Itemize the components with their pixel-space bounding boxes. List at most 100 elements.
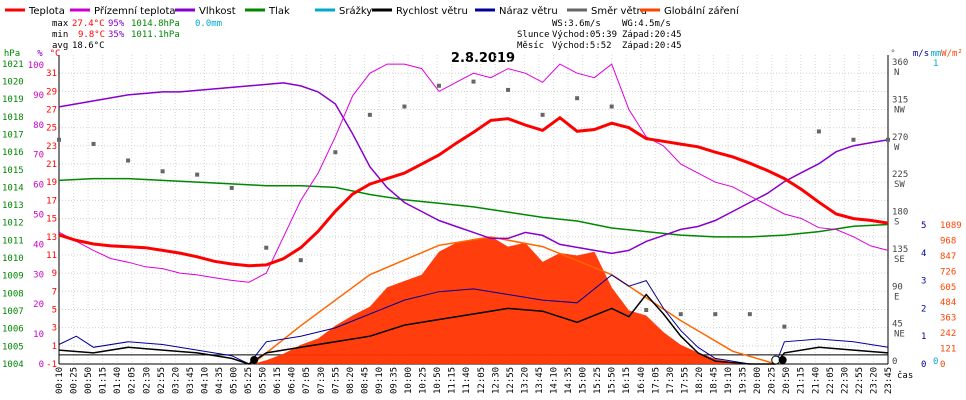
celsius-tick: 5 xyxy=(52,305,57,315)
time-tick: 08:20 xyxy=(346,367,356,394)
time-tick: 11:15 xyxy=(448,367,458,394)
time-tick: 22:55 xyxy=(855,367,865,394)
legend-label: Rychlost větru xyxy=(396,5,468,17)
ms-tick: 1 xyxy=(921,332,926,342)
direction-name: SW xyxy=(894,180,905,190)
min-label: min xyxy=(52,30,68,40)
legend-label: Tlak xyxy=(268,6,290,17)
celsius-tick: 13 xyxy=(46,233,57,243)
time-tick: 14:35 xyxy=(564,367,574,394)
wm-tick: 1089 xyxy=(940,221,962,231)
time-tick: 04:10 xyxy=(200,367,210,394)
time-tick: 20:00 xyxy=(753,367,763,394)
time-tick: 09:35 xyxy=(390,367,400,394)
axes: hPa% °C ° m/s mm W/m²102110201019101810171016… xyxy=(2,49,963,394)
celsius-tick: 1 xyxy=(52,342,57,352)
hpa-tick: 1008 xyxy=(2,289,24,299)
moon-label: Měsíc xyxy=(517,41,544,51)
time-tick: 12:05 xyxy=(477,367,487,394)
hpa-tick: 1017 xyxy=(2,130,24,140)
time-tick: 02:55 xyxy=(157,367,167,394)
max-temp: 27.4°C xyxy=(72,19,105,29)
hpa-tick: 1006 xyxy=(2,325,24,335)
max-hum: 95% xyxy=(108,19,125,29)
time-tick: 19:35 xyxy=(739,367,749,394)
time-tick: 00:10 xyxy=(55,367,65,394)
wm-tick: 363 xyxy=(940,314,956,324)
wind-direction-point xyxy=(540,112,545,117)
time-tick: 18:45 xyxy=(709,367,719,394)
pct-tick: 40 xyxy=(33,240,44,250)
time-tick: 02:05 xyxy=(128,367,138,394)
time-tick: 00:50 xyxy=(84,367,94,394)
wind-direction-point xyxy=(367,112,372,117)
legend-label: Srážky xyxy=(339,5,372,17)
celsius-tick: 3 xyxy=(52,324,57,334)
ws-value: WS:3.6m/s xyxy=(552,19,601,29)
wm-tick: 484 xyxy=(940,298,956,308)
celsius-tick: 7 xyxy=(52,287,57,297)
celsius-tick: 21 xyxy=(46,160,57,170)
time-tick: 06:40 xyxy=(288,367,298,394)
mm-tick: 0 xyxy=(933,357,938,367)
astro-block: WS:3.6m/s WG:4.5m/s Slunce Východ:05:39 … xyxy=(517,19,682,51)
sunrise: Východ:05:39 xyxy=(552,30,617,40)
time-tick: 08:45 xyxy=(360,367,370,394)
time-tick: 10:50 xyxy=(433,367,443,394)
pct-tick: 80 xyxy=(33,121,44,131)
direction-tick: 90 xyxy=(892,282,903,292)
time-tick: 09:10 xyxy=(375,367,385,394)
time-tick: 03:45 xyxy=(186,367,196,394)
wind-speed-line xyxy=(58,293,889,365)
time-tick: 04:35 xyxy=(215,367,225,394)
wm-tick: 242 xyxy=(940,329,956,339)
temperature-line xyxy=(58,115,889,268)
avg-label: avg xyxy=(52,41,68,51)
min-hum: 35% xyxy=(108,30,125,40)
wind-direction-point xyxy=(678,312,683,317)
time-tick: 07:05 xyxy=(302,367,312,394)
mm-tick: 1 xyxy=(933,59,938,69)
wind-direction-point xyxy=(402,104,407,109)
celsius-tick: 17 xyxy=(46,196,57,206)
direction-name: W xyxy=(894,143,900,153)
legend: Teplota Přízemní teplota Vlhkost Tlak Srážky… xyxy=(5,5,740,17)
wind-direction-point xyxy=(782,324,787,329)
time-tick: 22:05 xyxy=(826,367,836,394)
pct-tick: 100 xyxy=(28,61,44,71)
sunrise-marker xyxy=(250,356,259,364)
hpa-tick: 1020 xyxy=(2,77,24,87)
wm-tick: 726 xyxy=(940,267,956,277)
stats-block: max 27.4°C 95% 1014.8hPa 0.0mm min 9.8°C… xyxy=(52,19,222,51)
time-tick: 23:45 xyxy=(884,367,894,394)
direction-name: SE xyxy=(894,255,905,265)
legend-label: Přízemní teplota xyxy=(94,5,176,17)
pct-tick: 90 xyxy=(33,91,44,101)
direction-tick: 225 xyxy=(892,170,908,180)
time-tick: 05:00 xyxy=(230,367,240,394)
sun-label: Slunce xyxy=(517,30,550,40)
wm-tick: 0 xyxy=(940,360,945,370)
time-tick: 23:20 xyxy=(869,367,879,394)
min-press: 1011.1hPa xyxy=(131,30,180,40)
wind-direction-point xyxy=(298,258,303,263)
pct-tick: 0 xyxy=(39,360,44,370)
direction-name: S xyxy=(894,218,899,228)
pct-tick: 10 xyxy=(33,330,44,340)
wind-direction-point xyxy=(436,83,441,88)
celsius-unit: °C xyxy=(50,49,61,59)
time-tick: 11:40 xyxy=(462,367,472,394)
max-label: max xyxy=(52,19,69,29)
hpa-tick: 1016 xyxy=(2,148,24,158)
ms-tick: 4 xyxy=(921,249,926,259)
time-tick: 18:20 xyxy=(695,367,705,394)
wind-direction-point xyxy=(851,137,856,142)
hpa-tick: 1019 xyxy=(2,95,24,105)
time-tick: 07:55 xyxy=(331,367,341,394)
clear-sky-line xyxy=(251,236,776,365)
min-temp: 9.8°C xyxy=(78,30,105,40)
sunset-marker xyxy=(778,356,787,364)
ms-tick: 2 xyxy=(921,304,926,314)
celsius-tick: 23 xyxy=(46,142,57,152)
